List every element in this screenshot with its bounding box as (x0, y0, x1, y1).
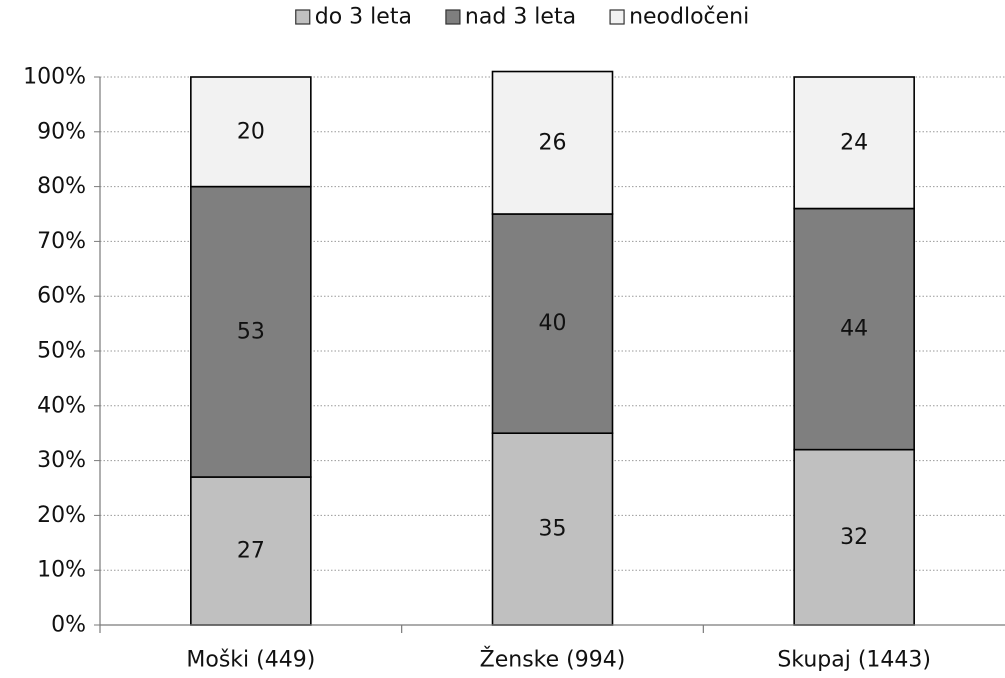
bar-segment (491, 70, 614, 215)
legend-swatch (295, 9, 311, 25)
data-label: 27 (237, 539, 265, 564)
bar-segment (793, 76, 915, 210)
bar-segment (190, 185, 312, 478)
bar-segment (190, 76, 312, 188)
legend-swatch (609, 9, 625, 25)
data-label: 44 (840, 317, 868, 342)
x-tick-label: Ženske (994) (480, 647, 626, 673)
bar-segment (491, 432, 614, 626)
legend-label: neodločeni (629, 5, 749, 30)
legend-item: do 3 leta (295, 5, 412, 30)
data-label: 32 (840, 525, 868, 550)
data-label: 53 (237, 319, 265, 344)
y-tick-label: 100% (23, 65, 86, 90)
y-tick-label: 30% (37, 448, 86, 473)
y-tick-label: 40% (37, 393, 86, 418)
legend-item: neodločeni (609, 5, 749, 30)
y-tick-label: 60% (37, 284, 86, 309)
data-label: 26 (539, 130, 567, 155)
data-label: 24 (840, 130, 868, 155)
legend-label: do 3 leta (315, 5, 412, 30)
x-tick-label: Moški (449) (186, 648, 315, 673)
bar-segment (793, 448, 915, 626)
data-label: 35 (539, 517, 567, 542)
bars: 27 53 20 35 40 26 32 44 24 (190, 70, 915, 626)
legend-item: nad 3 leta (445, 5, 576, 30)
y-tick-label: 20% (37, 503, 86, 528)
legend-label: nad 3 leta (465, 5, 576, 30)
legend-swatch (445, 9, 461, 25)
y-tick-label: 70% (37, 229, 86, 254)
x-tick-label: Skupaj (1443) (777, 648, 931, 673)
data-label: 20 (237, 119, 265, 144)
y-axis: 0% 10% 20% 30% 40% 50% 60% 70% 80% 90% 100% (23, 65, 101, 638)
bar-segment (491, 213, 614, 434)
y-tick-label: 80% (37, 174, 86, 199)
data-label: 40 (539, 311, 567, 336)
bar-segment (793, 207, 915, 451)
x-axis: Moški (449) Ženske (994) Skupaj (1443) (99, 624, 1005, 673)
legend: do 3 leta nad 3 leta neodločeni (295, 5, 749, 30)
y-tick-label: 0% (51, 613, 86, 638)
y-tick-label: 10% (37, 558, 86, 583)
y-tick-label: 90% (37, 119, 86, 144)
y-tick-label: 50% (37, 339, 86, 364)
